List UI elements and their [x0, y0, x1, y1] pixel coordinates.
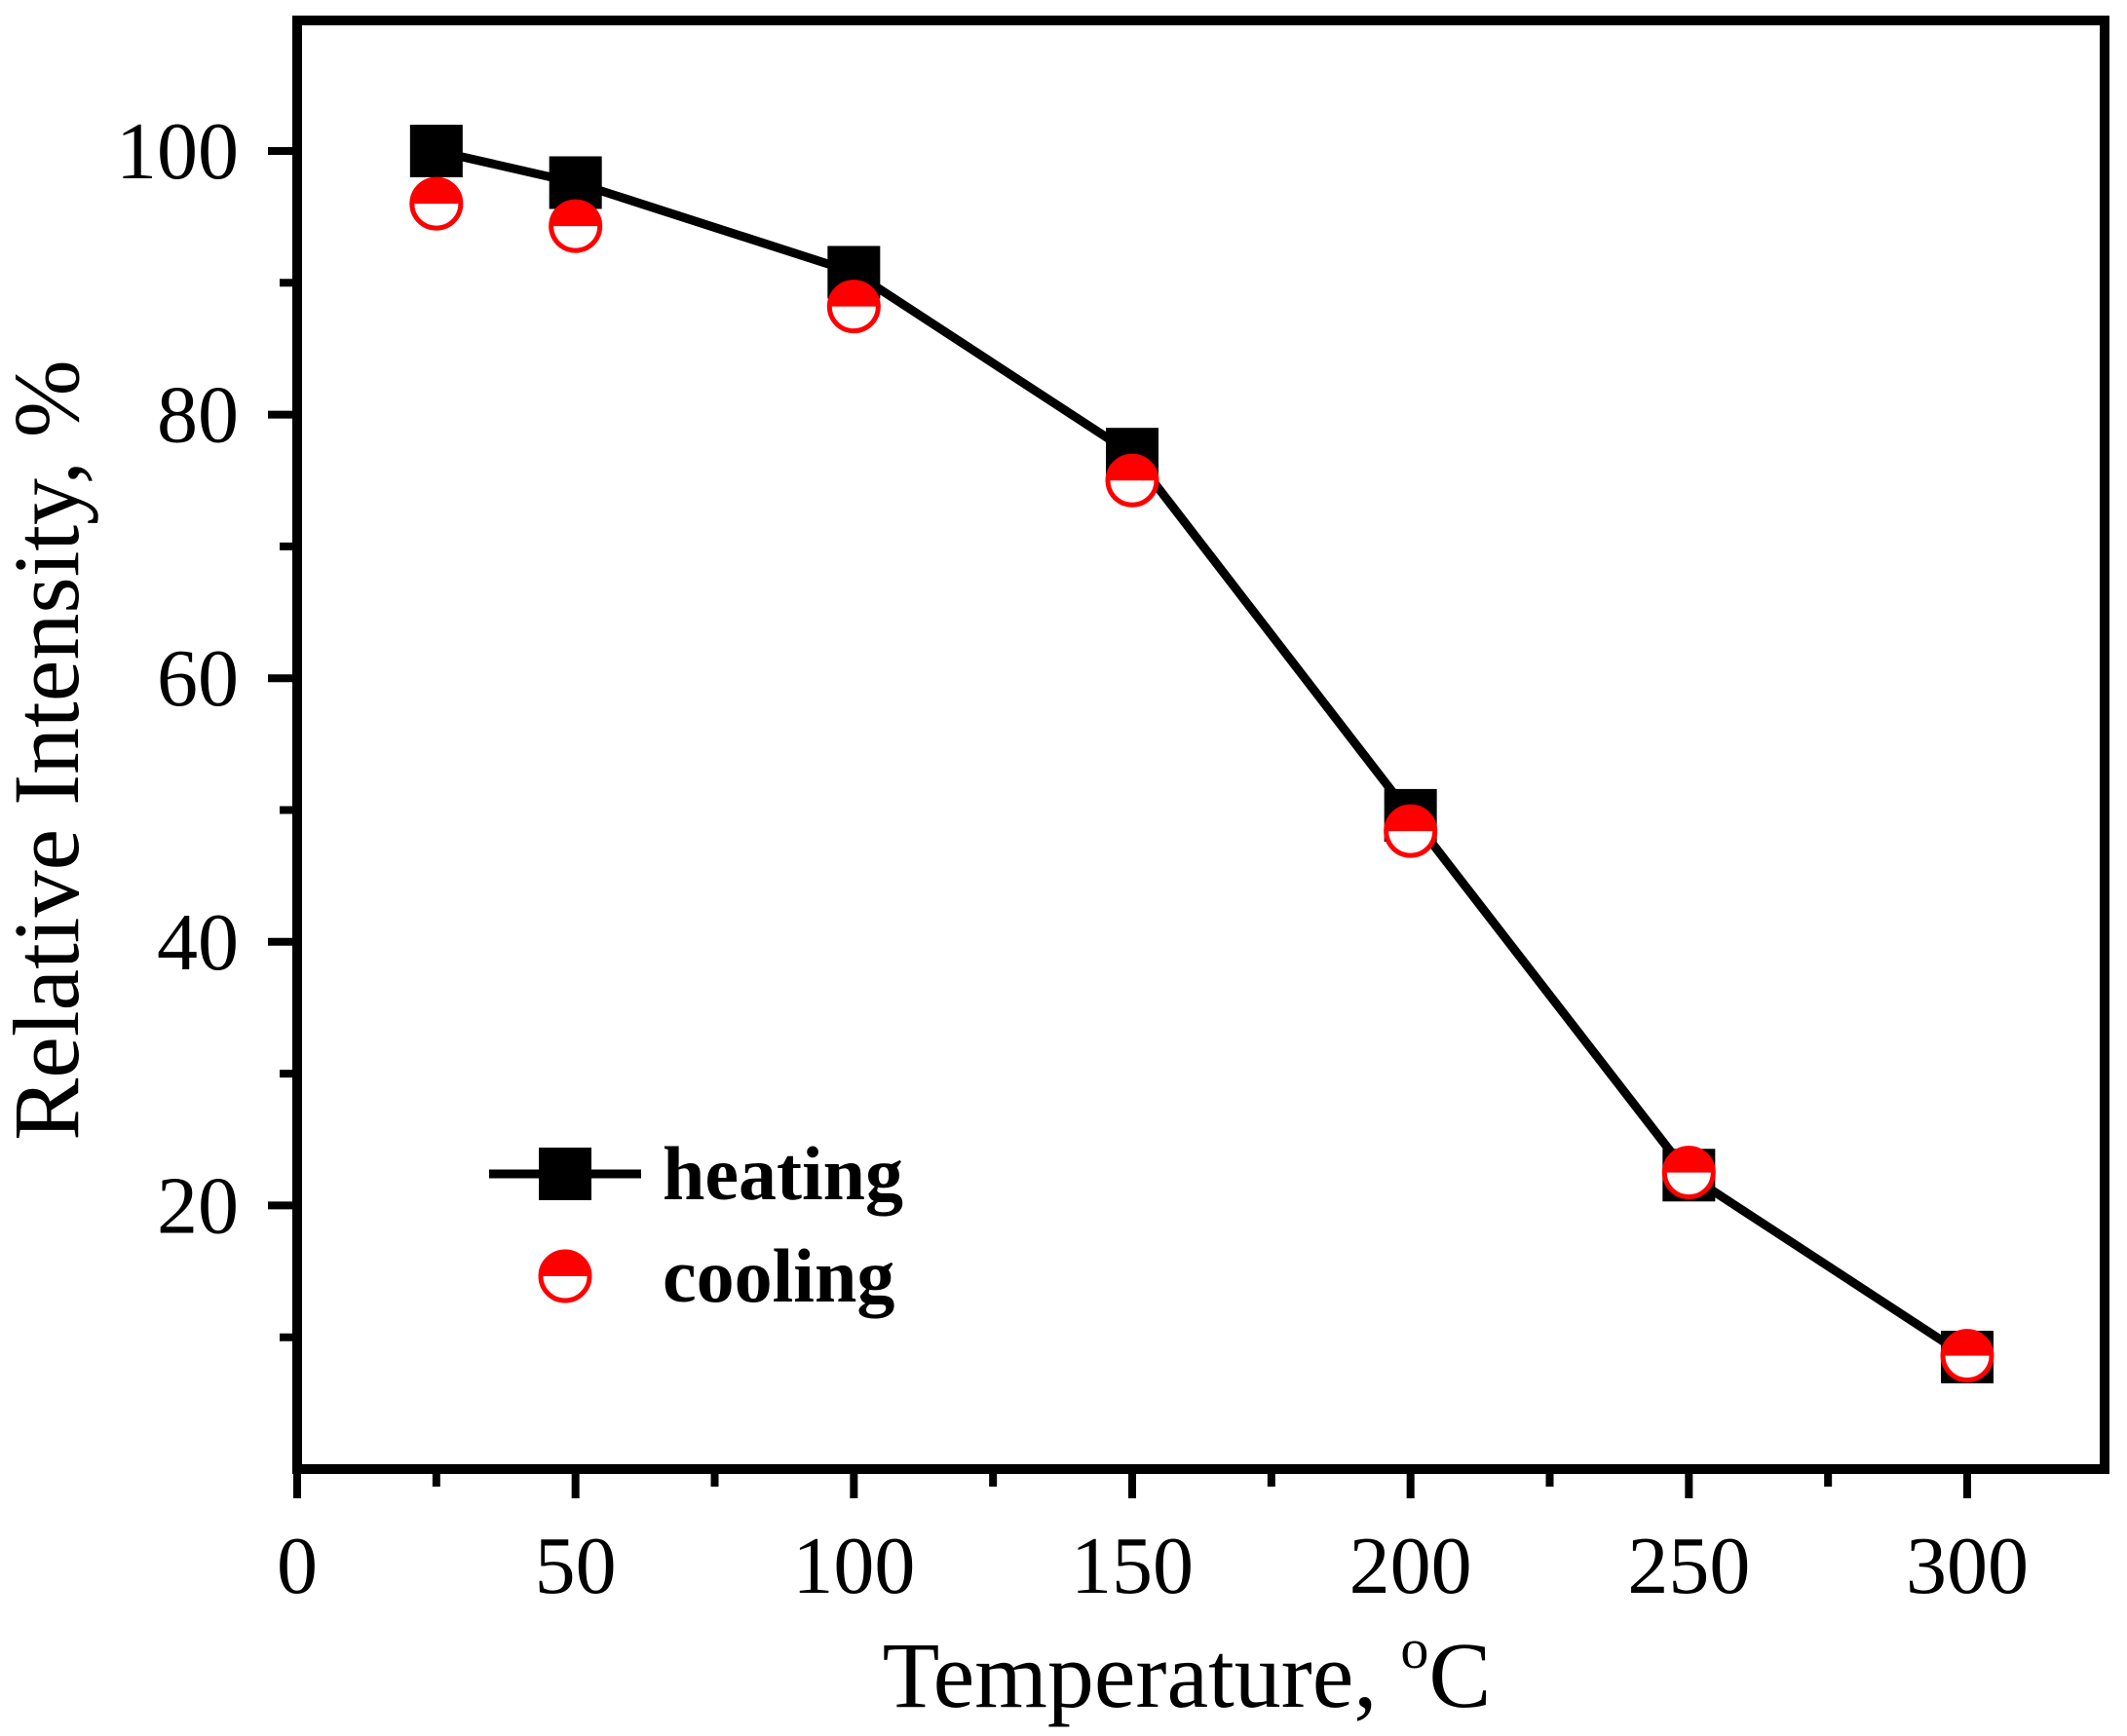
- cooling-point-250-fill: [1664, 1148, 1714, 1173]
- legend-item-cooling: cooling: [538, 1233, 894, 1318]
- cooling-point-50-ring: [549, 199, 603, 253]
- cooling-point-300: [1940, 1329, 1994, 1383]
- cooling-point-200: [1384, 804, 1438, 858]
- legend-marker-cooling: [538, 1249, 592, 1303]
- cooling-point-150-fill: [1108, 456, 1157, 481]
- cooling-point-150-ring: [1105, 453, 1159, 508]
- cooling-point-250-ring: [1661, 1146, 1716, 1200]
- legend-marker-heating: [539, 1148, 591, 1200]
- cooling-point-25-ring: [409, 176, 464, 231]
- y-tick-label-60: 60: [157, 633, 239, 724]
- cooling-point-100-fill: [829, 282, 879, 307]
- series-cooling: [409, 176, 1994, 1383]
- cooling-point-25-fill: [411, 179, 461, 205]
- x-axis-title: Temperature, oC: [883, 1617, 1492, 1727]
- x-tick-label-50: 50: [535, 1521, 617, 1611]
- plot-frame: [292, 16, 2109, 1474]
- cooling-point-300-ring: [1940, 1329, 1994, 1383]
- cooling-point-150: [1105, 453, 1159, 508]
- cooling-point-300-fill: [1943, 1331, 1992, 1356]
- x-tick-label-300: 300: [1906, 1521, 2029, 1611]
- x-axis-title-text: Temperature,: [883, 1623, 1401, 1727]
- cooling-point-200-fill: [1386, 807, 1435, 832]
- cooling-point-50: [549, 199, 603, 253]
- y-axis-title: Relative Intensity, %: [0, 359, 98, 1141]
- x-tick-label-250: 250: [1627, 1521, 1750, 1611]
- y-tick-label-80: 80: [157, 370, 239, 461]
- legend-marker-cooling-fill: [541, 1252, 589, 1276]
- legend-item-heating: heating: [489, 1131, 903, 1216]
- x-axis-title-unit: C: [1428, 1623, 1491, 1727]
- x-tick-label-200: 200: [1349, 1521, 1472, 1611]
- legend-label-heating: heating: [663, 1131, 903, 1216]
- series-heating: [409, 125, 1994, 1383]
- x-tick-label-0: 0: [277, 1521, 318, 1611]
- cooling-point-250: [1661, 1146, 1716, 1200]
- x-axis-title-degree: o: [1400, 1617, 1428, 1680]
- series-layer: [409, 125, 1994, 1383]
- y-axis-ticks: 20 40 60 80 100: [116, 106, 297, 1341]
- y-tick-label-100: 100: [116, 106, 239, 197]
- x-axis-ticks: 0 50 100 150 200 250 300: [277, 1469, 2029, 1611]
- x-tick-label-100: 100: [792, 1521, 915, 1611]
- y-tick-label-40: 40: [157, 897, 239, 988]
- legend: heating cooling: [489, 1131, 903, 1318]
- cooling-point-100-ring: [826, 280, 881, 334]
- legend-marker-cooling-ring: [538, 1249, 592, 1303]
- cooling-point-25: [409, 176, 464, 231]
- x-tick-label-150: 150: [1071, 1521, 1194, 1611]
- legend-label-cooling: cooling: [663, 1233, 894, 1318]
- cooling-point-200-ring: [1384, 804, 1438, 858]
- cooling-point-50-fill: [551, 202, 600, 227]
- heating-point-25: [409, 125, 463, 177]
- y-tick-label-20: 20: [157, 1160, 239, 1251]
- cooling-point-100: [826, 280, 881, 334]
